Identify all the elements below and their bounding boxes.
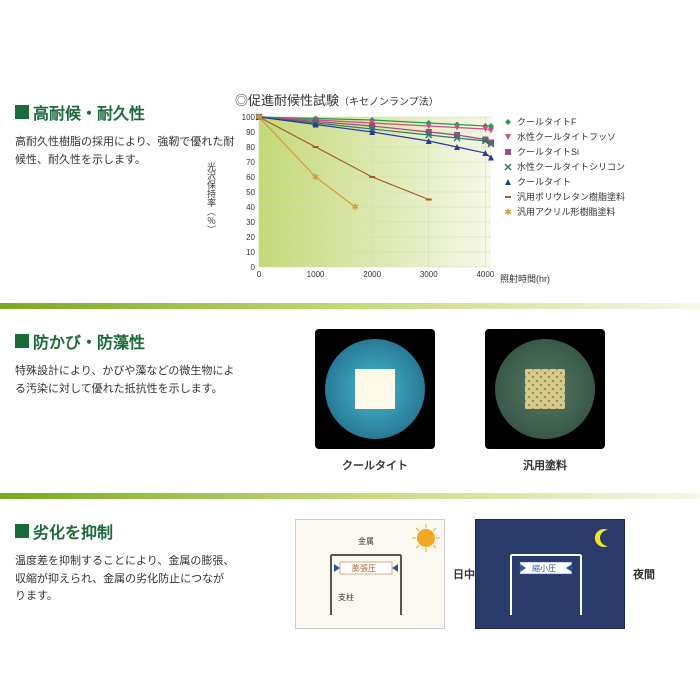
day-expand-label: 膨張圧	[352, 563, 376, 573]
deterioration-section: 劣化を抑制 温度差を抑制することにより、金属の膨張、収縮が抑えられ、金属の劣化防…	[0, 511, 700, 637]
svg-text:30: 30	[246, 218, 255, 227]
svg-text:60: 60	[246, 173, 255, 182]
svg-text:90: 90	[246, 128, 255, 137]
legend-item: クールタイトF	[503, 115, 653, 128]
chart-svg: 010203040506070809010001000200030004000✱…	[235, 113, 495, 283]
section1-text: 高耐候・耐久性 高耐久性樹脂の採用により、強靭で優れた耐候性、耐久性を示します。	[15, 100, 235, 169]
svg-text:4000: 4000	[476, 270, 494, 279]
sample-dirty	[525, 369, 565, 409]
svg-text:10: 10	[246, 248, 255, 257]
svg-text:80: 80	[246, 143, 255, 152]
section2-title: 防かび・防藻性	[15, 329, 235, 353]
svg-text:100: 100	[242, 113, 256, 122]
svg-text:0: 0	[257, 270, 262, 279]
svg-text:✱: ✱	[255, 113, 263, 122]
chart-container: ◎促進耐候性試験（キセノンランプ法） 光沢保持率（％） 照射時間(hr) 010…	[235, 90, 685, 283]
legend-item: クールタイトSi	[503, 145, 653, 158]
x-axis-label: 照射時間(hr)	[500, 272, 550, 285]
section3-text: 劣化を抑制 温度差を抑制することにより、金属の膨張、収縮が抑えられ、金属の劣化防…	[15, 519, 235, 606]
svg-text:✱: ✱	[504, 207, 512, 217]
legend-item: クールタイト	[503, 175, 653, 188]
legend-item: 水性クールタイトシリコン	[503, 160, 653, 173]
legend-item: 汎用ポリウレタン樹脂塗料	[503, 190, 653, 203]
y-axis-label: 光沢保持率（％）	[205, 162, 218, 234]
night-shrink-label: 縮小圧	[532, 563, 556, 573]
svg-text:1000: 1000	[307, 270, 325, 279]
day-svg: 金属 膨張圧 支柱	[296, 520, 446, 630]
dish-clean-label: クールタイト	[315, 457, 435, 473]
svg-text:20: 20	[246, 233, 255, 242]
legend-item: ✱汎用アクリル形樹脂塗料	[503, 205, 653, 218]
svg-text:✱: ✱	[312, 172, 320, 182]
legend-item: 水性クールタイトフッソ	[503, 130, 653, 143]
section2-text: 防かび・防藻性 特殊設計により、かびや藻などの微生物による汚染に対して優れた抵抗…	[15, 329, 235, 398]
dish-dirty-label: 汎用塗料	[485, 457, 605, 473]
diagram-day-wrap: 金属 膨張圧 支柱 日中	[295, 519, 445, 629]
day-metal-label: 金属	[358, 536, 374, 546]
chart-title-main: ◎促進耐候性試験	[235, 93, 339, 108]
day-post-label: 支柱	[338, 592, 354, 602]
diagram-night: 縮小圧	[475, 519, 625, 629]
svg-text:40: 40	[246, 203, 255, 212]
section3-title: 劣化を抑制	[15, 519, 235, 543]
section1-title: 高耐候・耐久性	[15, 100, 235, 124]
divider-1	[0, 303, 700, 309]
section1-desc: 高耐久性樹脂の採用により、強靭で優れた耐候性、耐久性を示します。	[15, 134, 235, 169]
diagram-day: 金属 膨張圧 支柱	[295, 519, 445, 629]
petri-dirty	[495, 339, 595, 439]
mold-algae-section: 防かび・防藻性 特殊設計により、かびや藻などの微生物による汚染に対して優れた抵抗…	[0, 321, 700, 481]
diagrams: 金属 膨張圧 支柱 日中	[235, 519, 685, 629]
dish-dirty	[485, 329, 605, 449]
chart-plot: 光沢保持率（％） 照射時間(hr) 0102030405060708090100…	[235, 113, 495, 283]
section2-desc: 特殊設計により、かびや藻などの微生物による汚染に対して優れた抵抗性を示します。	[15, 363, 235, 398]
chart-legend: クールタイトF 水性クールタイトフッソクールタイトSi 水性クールタイトシリコンクー…	[503, 113, 653, 283]
petri-clean	[325, 339, 425, 439]
chart-wrap: 光沢保持率（％） 照射時間(hr) 0102030405060708090100…	[235, 113, 685, 283]
dish-clean-group: クールタイト	[315, 329, 435, 473]
section3-desc: 温度差を抑制することにより、金属の膨張、収縮が抑えられ、金属の劣化防止につながり…	[15, 553, 235, 606]
chart-subtitle: （キセノンランプ法）	[339, 97, 439, 108]
svg-text:✱: ✱	[351, 202, 359, 212]
day-label: 日中	[453, 566, 475, 582]
weather-durability-section: 高耐候・耐久性 高耐久性樹脂の採用により、強靭で優れた耐候性、耐久性を示します。…	[0, 0, 700, 291]
night-svg: 縮小圧	[476, 520, 626, 630]
petri-dishes: クールタイト 汎用塗料	[235, 329, 685, 473]
svg-text:2000: 2000	[363, 270, 381, 279]
diagram-night-wrap: 縮小圧 夜間	[475, 519, 625, 629]
divider-2	[0, 493, 700, 499]
svg-text:3000: 3000	[420, 270, 438, 279]
svg-text:0: 0	[251, 263, 256, 272]
dish-clean	[315, 329, 435, 449]
dish-dirty-group: 汎用塗料	[485, 329, 605, 473]
chart-title: ◎促進耐候性試験（キセノンランプ法）	[235, 90, 685, 109]
sample-clean	[355, 369, 395, 409]
svg-text:50: 50	[246, 188, 255, 197]
svg-text:70: 70	[246, 158, 255, 167]
night-label: 夜間	[633, 566, 655, 582]
